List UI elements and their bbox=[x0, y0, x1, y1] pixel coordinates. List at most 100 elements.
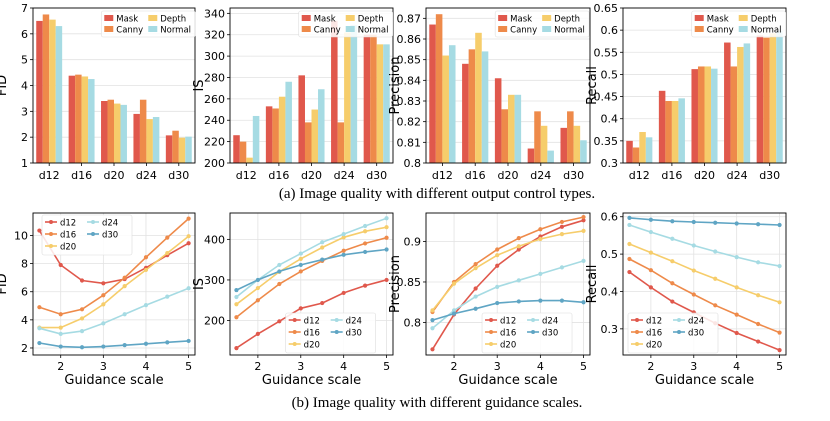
point-d16 bbox=[559, 219, 565, 225]
point-d12 bbox=[516, 247, 521, 252]
x-tick-label: d20 bbox=[104, 169, 125, 182]
legend-label-depth: Depth bbox=[160, 15, 186, 25]
bar-mask-d30 bbox=[363, 34, 371, 163]
axes-frame bbox=[622, 212, 787, 356]
legend-label-canny: Canny bbox=[314, 26, 341, 36]
line-d12 bbox=[38, 230, 189, 285]
point-d24 bbox=[186, 286, 191, 291]
point-d16 bbox=[143, 255, 149, 260]
bar-canny-d30 bbox=[567, 111, 574, 163]
legend-swatch-canny bbox=[104, 26, 114, 32]
legend-marker-d16 bbox=[292, 330, 297, 334]
point-d30 bbox=[101, 344, 106, 349]
point-d30 bbox=[384, 247, 389, 252]
point-d20 bbox=[559, 231, 565, 237]
x-axis-label: Guidance scale bbox=[262, 373, 361, 388]
legend-swatch-mask bbox=[301, 15, 311, 21]
point-d30 bbox=[165, 340, 170, 345]
point-d30 bbox=[79, 345, 85, 350]
legend-label-d20: d20 bbox=[304, 341, 320, 351]
legend-label-d12: d12 bbox=[304, 317, 320, 327]
point-d16 bbox=[473, 262, 478, 267]
bar-depth-d20 bbox=[704, 66, 712, 163]
caption-top: (a) Image quality with different output … bbox=[279, 186, 595, 202]
point-d20 bbox=[670, 259, 675, 264]
y-tick-label: 200 bbox=[204, 157, 225, 170]
y-tick-label: 0.6 bbox=[601, 211, 619, 224]
bar-canny-d16 bbox=[468, 49, 476, 164]
y-tick-label: 300 bbox=[204, 274, 225, 287]
point-d16 bbox=[756, 321, 761, 327]
y-tick-label: 0.9 bbox=[404, 235, 422, 248]
y-tick-label: 0.3 bbox=[601, 323, 619, 336]
point-d30 bbox=[648, 217, 653, 222]
point-d24 bbox=[384, 216, 389, 221]
point-d30 bbox=[627, 215, 632, 220]
y-tick-label: 5 bbox=[21, 54, 28, 67]
x-tick-label: 3 bbox=[690, 360, 697, 373]
bar-depth-d30 bbox=[769, 33, 777, 163]
point-d12 bbox=[756, 339, 761, 344]
panel-line-precision: 0.8 0.85 0.9 2 3 4 5 Guidance scale Precision d12… bbox=[388, 212, 591, 388]
point-d12 bbox=[58, 262, 63, 268]
y-tick-label: 1 bbox=[21, 157, 28, 170]
bar-canny-d24 bbox=[730, 66, 738, 163]
y-tick-label: 0.5 bbox=[601, 248, 619, 261]
bar-depth-d12 bbox=[442, 55, 449, 163]
bar-canny-d20 bbox=[501, 109, 508, 163]
legend-label-normal: Normal bbox=[160, 26, 191, 36]
bar-mask-d30 bbox=[756, 35, 764, 164]
point-d16 bbox=[384, 235, 389, 240]
legend-label-d30: d30 bbox=[346, 329, 362, 339]
line-d16 bbox=[629, 258, 780, 334]
bar-canny-d20 bbox=[304, 122, 312, 163]
point-d24 bbox=[143, 302, 149, 308]
point-d16 bbox=[363, 241, 368, 246]
panel-bar-precision: 0.8 0.81 0.82 0.83 0.84 0.85 0.86 0.87 d12 d16 d20… bbox=[388, 7, 591, 182]
point-d20 bbox=[648, 250, 653, 255]
point-d12 bbox=[627, 269, 632, 275]
x-tick-label: d20 bbox=[498, 169, 519, 182]
legend-label-d24: d24 bbox=[542, 317, 558, 327]
point-d12 bbox=[37, 228, 42, 233]
x-tick-label: 2 bbox=[254, 360, 261, 373]
x-tick-label: 4 bbox=[537, 360, 544, 373]
legend-marker-d20 bbox=[489, 342, 494, 346]
point-d20 bbox=[756, 293, 761, 298]
y-tick-label: 220 bbox=[204, 136, 225, 149]
line-d12 bbox=[431, 219, 584, 350]
point-d12 bbox=[341, 290, 346, 296]
legend-label-depth: Depth bbox=[554, 15, 580, 25]
legend-label-d16: d16 bbox=[60, 231, 76, 241]
legend-swatch-depth bbox=[738, 15, 748, 21]
y-tick-label: 0.83 bbox=[397, 95, 422, 108]
point-d24 bbox=[341, 231, 346, 237]
x-tick-label: d12 bbox=[39, 169, 60, 182]
x-tick-label: d12 bbox=[432, 169, 453, 182]
point-d30 bbox=[143, 341, 149, 346]
legend-label-mask: Mask bbox=[116, 15, 138, 25]
bar-canny-d16 bbox=[665, 101, 672, 163]
y-tick-label: 340 bbox=[204, 7, 225, 20]
axes-frame bbox=[425, 7, 591, 164]
legend-marker-d20 bbox=[292, 342, 297, 346]
point-d24 bbox=[777, 263, 782, 269]
x-tick-label: 2 bbox=[57, 360, 64, 373]
point-d16 bbox=[713, 303, 718, 308]
legend-swatch-normal bbox=[345, 26, 355, 32]
x-tick-label: 2 bbox=[451, 360, 458, 373]
bar-canny-d12 bbox=[239, 141, 247, 163]
y-tick-label: 8 bbox=[21, 258, 28, 271]
legend-box bbox=[494, 10, 590, 38]
point-d16 bbox=[691, 292, 696, 297]
bar-normal-d16 bbox=[678, 98, 685, 163]
point-d16 bbox=[341, 248, 346, 253]
bar-depth-d24 bbox=[146, 119, 153, 163]
point-d12 bbox=[277, 319, 282, 324]
legend-label-canny: Canny bbox=[116, 26, 143, 36]
x-tick-label: 3 bbox=[100, 360, 107, 373]
point-d30 bbox=[691, 219, 696, 225]
legend-swatch-mask bbox=[498, 15, 508, 21]
